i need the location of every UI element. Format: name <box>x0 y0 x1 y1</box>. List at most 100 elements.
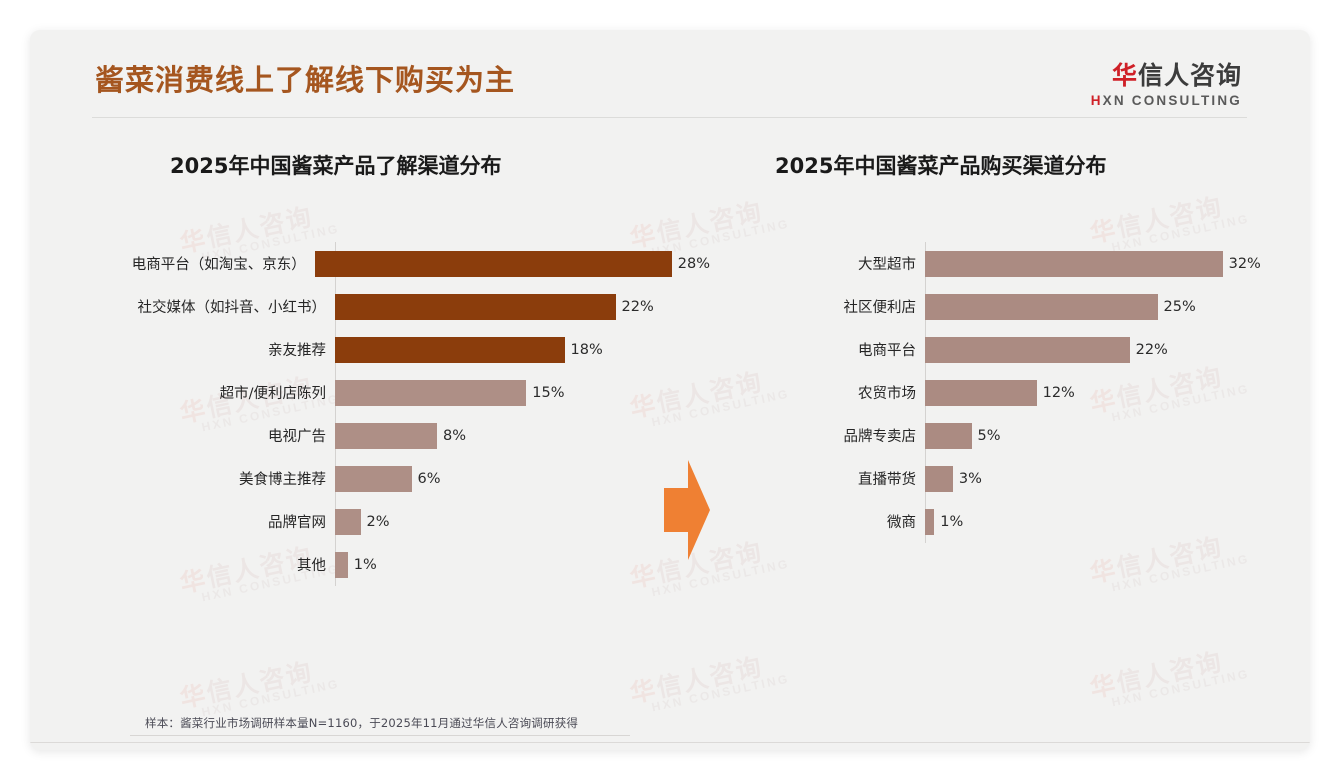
watermark-text: 华信人咨询 HXN CONSULTING <box>628 649 791 718</box>
sample-note: 样本：酱菜行业市场调研样本量N=1160，于2025年11月通过华信人咨询调研获… <box>145 716 579 730</box>
bar-row: 微商 1% <box>730 500 1275 543</box>
bar-value-label: 32% <box>1228 255 1261 272</box>
chart-body-purchase: 大型超市 32% 社区便利店 25% 电商平台 22% 农贸市场 12% 品牌专卖店 5% 直播带货… <box>730 242 1275 543</box>
bar-category-label: 农贸市场 <box>858 386 916 402</box>
bar <box>335 422 437 449</box>
bar-category-label: 电商平台 <box>858 343 916 359</box>
chart-title-awareness: 2025年中国酱菜产品了解渠道分布 <box>170 154 502 178</box>
bar-value-label: 12% <box>1042 384 1075 401</box>
bar-value-label: 22% <box>621 298 654 315</box>
bar-track: 12% <box>925 371 1275 414</box>
bar-value-label: 22% <box>1135 341 1168 358</box>
watermark-cn: 华信人咨询 <box>627 652 766 709</box>
logo-en-accent: H <box>1090 93 1103 108</box>
bar-category-label: 微商 <box>887 515 916 531</box>
bar-row: 电商平台 22% <box>730 328 1275 371</box>
bar-track: 8% <box>335 414 710 457</box>
bar-category-label: 电视广告 <box>268 429 326 445</box>
bar-row: 其他 1% <box>90 543 710 586</box>
bar-value-label: 28% <box>677 255 710 272</box>
bar-category-label: 亲友推荐 <box>268 343 326 359</box>
bar-row: 品牌官网 2% <box>90 500 710 543</box>
bar <box>925 422 972 449</box>
footer-divider <box>30 742 1310 743</box>
bar-row: 电商平台（如淘宝、京东） 28% <box>90 242 710 285</box>
chart-panel-awareness: 2025年中国酱菜产品了解渠道分布 电商平台（如淘宝、京东） 28% 社交媒体（如抖… <box>90 150 710 586</box>
watermark-text: 华信人咨询 HXN CONSULTING <box>1088 644 1251 713</box>
bar-track: 1% <box>925 500 1275 543</box>
watermark-en: HXN CONSULTING <box>1110 551 1251 595</box>
bar-category-label: 品牌专卖店 <box>843 429 917 445</box>
bar-value-label: 6% <box>417 470 441 487</box>
bar-row: 社区便利店 25% <box>730 285 1275 328</box>
bar-row: 美食博主推荐 6% <box>90 457 710 500</box>
watermark-cn: 华信人咨询 <box>1087 647 1226 704</box>
watermark-cn: 华信人咨询 <box>177 657 316 714</box>
chart-body-awareness: 电商平台（如淘宝、京东） 28% 社交媒体（如抖音、小红书） 22% 亲友推荐 18% 超市… <box>90 242 710 586</box>
bar-rows-awareness: 电商平台（如淘宝、京东） 28% 社交媒体（如抖音、小红书） 22% 亲友推荐 18% 超市… <box>90 242 710 586</box>
bar <box>335 336 565 363</box>
chart-panel-purchase: 2025年中国酱菜产品购买渠道分布 大型超市 32% 社区便利店 25% 电商平台 22%… <box>730 150 1275 543</box>
header-divider <box>92 117 1247 118</box>
bar-track: 1% <box>335 543 710 586</box>
bar-row: 品牌专卖店 5% <box>730 414 1275 457</box>
bar-category-label: 品牌官网 <box>268 515 326 531</box>
logo-chinese-text: 华信人咨询 <box>1091 56 1242 92</box>
bar <box>925 508 935 535</box>
bar <box>925 293 1158 320</box>
bar-value-label: 8% <box>443 427 467 444</box>
bar-row: 大型超市 32% <box>730 242 1275 285</box>
bar-track: 3% <box>925 457 1275 500</box>
watermark-en: HXN CONSULTING <box>1110 666 1251 710</box>
bar-track: 28% <box>314 242 710 285</box>
bar-track: 5% <box>925 414 1275 457</box>
watermark-text: 华信人咨询 HXN CONSULTING <box>178 654 341 723</box>
bar <box>314 250 672 277</box>
bar-row: 亲友推荐 18% <box>90 328 710 371</box>
bar-category-label: 其他 <box>297 558 326 574</box>
bar-category-label: 美食博主推荐 <box>239 472 326 488</box>
bar-rows-purchase: 大型超市 32% 社区便利店 25% 电商平台 22% 农贸市场 12% 品牌专卖店 5% 直播带货… <box>730 242 1275 543</box>
bar-track: 22% <box>925 328 1275 371</box>
bar <box>335 551 348 578</box>
bar-category-label: 社交媒体（如抖音、小红书） <box>137 300 327 316</box>
bar-row: 超市/便利店陈列 15% <box>90 371 710 414</box>
bar-row: 社交媒体（如抖音、小红书） 22% <box>90 285 710 328</box>
bar-value-label: 1% <box>353 556 377 573</box>
bar-track: 22% <box>335 285 710 328</box>
bar <box>925 465 953 492</box>
bar <box>925 379 1037 406</box>
bar-category-label: 直播带货 <box>858 472 916 488</box>
bar-track: 25% <box>925 285 1275 328</box>
arrow-svg <box>664 460 710 560</box>
bar <box>925 250 1223 277</box>
chart-title-purchase: 2025年中国酱菜产品购买渠道分布 <box>775 154 1107 178</box>
bar-row: 直播带货 3% <box>730 457 1275 500</box>
bar-category-label: 电商平台（如淘宝、京东） <box>131 257 306 273</box>
bar <box>925 336 1130 363</box>
bar <box>335 293 616 320</box>
bar-value-label: 1% <box>940 513 964 530</box>
bar-track: 18% <box>335 328 710 371</box>
bar-category-label: 社区便利店 <box>843 300 917 316</box>
watermark-en: HXN CONSULTING <box>200 676 341 720</box>
bar-track: 15% <box>335 371 710 414</box>
logo-en-rest: XN CONSULTING <box>1102 93 1242 108</box>
bar-value-label: 15% <box>532 384 565 401</box>
bar-value-label: 5% <box>977 427 1001 444</box>
bar-row: 电视广告 8% <box>90 414 710 457</box>
bar-category-label: 大型超市 <box>858 257 916 273</box>
logo-english-text: HXN CONSULTING <box>1091 93 1242 108</box>
bar <box>335 379 527 406</box>
bar <box>335 465 412 492</box>
logo-accent-char: 华 <box>1111 61 1138 90</box>
axis-line <box>335 242 336 586</box>
bar <box>335 508 361 535</box>
bar-track: 6% <box>335 457 710 500</box>
bar-row: 农贸市场 12% <box>730 371 1275 414</box>
bar-value-label: 2% <box>366 513 390 530</box>
slide-card: 华信人咨询 HXN CONSULTING 华信人咨询 HXN CONSULTING 华信… <box>30 30 1310 750</box>
bar-category-label: 超市/便利店陈列 <box>219 386 326 402</box>
note-divider <box>130 735 630 736</box>
bar-value-label: 18% <box>570 341 603 358</box>
